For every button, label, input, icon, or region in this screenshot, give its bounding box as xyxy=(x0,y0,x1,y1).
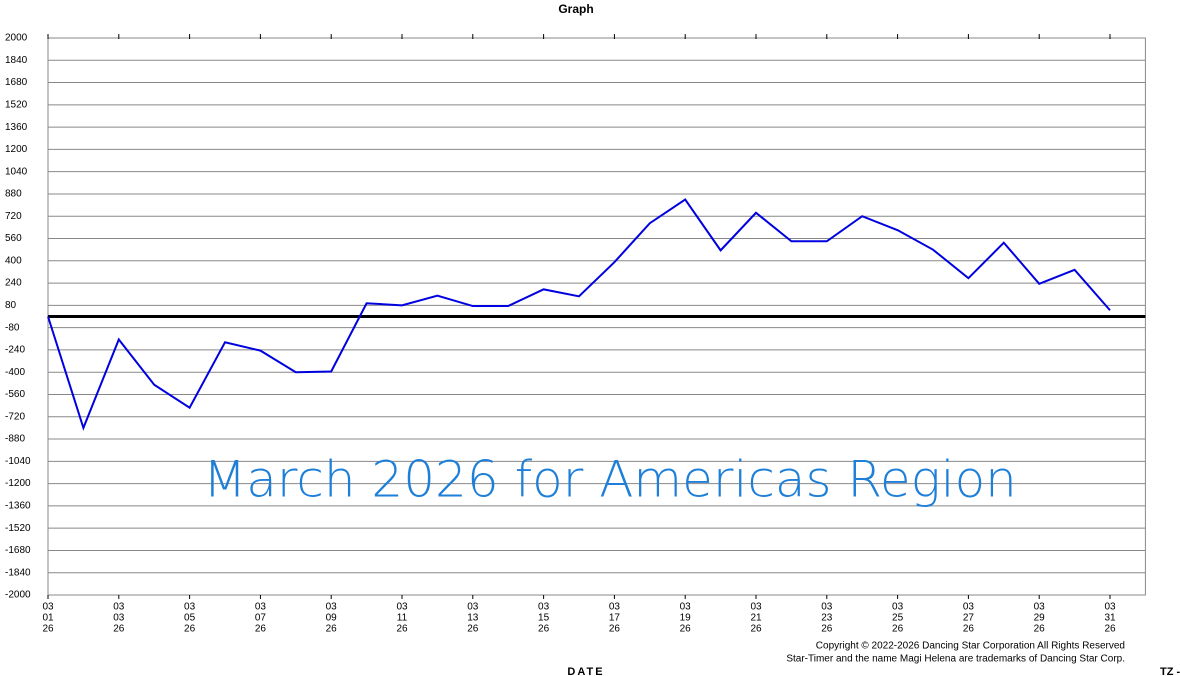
x-tick-label: 03 xyxy=(1104,602,1116,613)
x-tick-label: 03 xyxy=(113,613,125,624)
data-line xyxy=(47,198,1111,431)
y-tick-label: -1360 xyxy=(5,501,31,512)
y-tick-label: -1680 xyxy=(5,545,31,556)
x-tick-label: 03 xyxy=(680,602,692,613)
y-tick-label: -1200 xyxy=(5,478,31,489)
y-tick-label: 560 xyxy=(5,233,22,244)
y-tick-label: -880 xyxy=(5,434,25,445)
x-tick-label: 03 xyxy=(821,602,833,613)
x-tick-label: 27 xyxy=(963,613,975,624)
y-tick-label: -240 xyxy=(5,345,25,356)
y-tick-label: 1360 xyxy=(5,122,28,133)
y-tick-label: 720 xyxy=(5,211,22,222)
x-tick-label: 25 xyxy=(892,613,904,624)
x-tick-label: 26 xyxy=(1034,624,1046,635)
x-tick-label: 03 xyxy=(42,602,54,613)
x-tick-label: 03 xyxy=(113,602,125,613)
x-tick-label: 26 xyxy=(821,624,833,635)
x-tick-label: 07 xyxy=(255,613,267,624)
x-tick-label: 03 xyxy=(467,602,479,613)
x-tick-label: 03 xyxy=(963,602,975,613)
x-tick-label: 26 xyxy=(892,624,904,635)
trademark: Star-Timer and the name Magi Helena are … xyxy=(786,654,1125,665)
y-tick-label: -1040 xyxy=(5,456,31,467)
tz-label: TZ - xyxy=(1160,666,1180,676)
y-tick-label: -400 xyxy=(5,367,25,378)
x-tick-label: 26 xyxy=(963,624,975,635)
y-tick-label: 1680 xyxy=(5,77,28,88)
x-tick-label: 09 xyxy=(326,613,338,624)
x-tick-label: 13 xyxy=(467,613,479,624)
x-tick-label: 03 xyxy=(396,602,408,613)
x-tick-label: 23 xyxy=(821,613,833,624)
x-tick-label: 26 xyxy=(750,624,762,635)
x-axis-label: DATE xyxy=(567,666,604,676)
x-tick-label: 26 xyxy=(467,624,479,635)
x-tick-label: 26 xyxy=(113,624,125,635)
y-tick-label: 400 xyxy=(5,255,22,266)
x-tick-label: 03 xyxy=(750,602,762,613)
x-tick-label: 29 xyxy=(1034,613,1046,624)
annotation: March 2026 for Americas Region xyxy=(203,451,1017,509)
x-tick-label: 05 xyxy=(184,613,196,624)
x-tick-label: 26 xyxy=(326,624,338,635)
x-tick-label: 26 xyxy=(184,624,196,635)
y-tick-label: 1840 xyxy=(5,55,28,66)
x-tick-label: 26 xyxy=(255,624,267,635)
y-tick-label: -1840 xyxy=(5,567,31,578)
x-tick-label: 03 xyxy=(326,602,338,613)
x-tick-label: 26 xyxy=(538,624,550,635)
x-tick-label: 26 xyxy=(680,624,692,635)
y-tick-label: -560 xyxy=(5,389,25,400)
y-tick-label: 80 xyxy=(5,300,17,311)
y-tick-label: 240 xyxy=(5,278,22,289)
y-tick-label: 1200 xyxy=(5,144,28,155)
x-tick-label: 11 xyxy=(397,613,408,624)
y-tick-label: 1040 xyxy=(5,166,28,177)
x-tick-label: 19 xyxy=(680,613,692,624)
x-tick-label: 21 xyxy=(750,613,762,624)
y-tick-label: 880 xyxy=(5,189,22,200)
x-tick-label: 26 xyxy=(1104,624,1116,635)
x-tick-label: 03 xyxy=(538,602,550,613)
x-tick-label: 15 xyxy=(538,613,550,624)
y-tick-label: -720 xyxy=(5,411,25,422)
x-tick-label: 03 xyxy=(184,602,196,613)
x-tick-label: 03 xyxy=(1034,602,1046,613)
y-tick-label: 1520 xyxy=(5,99,28,110)
x-tick-label: 26 xyxy=(396,624,408,635)
x-tick-label: 03 xyxy=(609,602,621,613)
x-tick-label: 03 xyxy=(892,602,904,613)
y-tick-label: -80 xyxy=(5,322,20,333)
x-tick-label: 01 xyxy=(42,613,54,624)
y-tick-label: -1520 xyxy=(5,523,31,534)
copyright: Copyright © 2022-2026 Dancing Star Corpo… xyxy=(816,641,1125,652)
x-tick-label: 03 xyxy=(255,602,267,613)
x-tick-label: 17 xyxy=(609,613,621,624)
y-tick-label: 2000 xyxy=(5,33,28,44)
y-tick-label: -2000 xyxy=(5,590,31,601)
x-tick-label: 26 xyxy=(42,624,54,635)
x-tick-label: 31 xyxy=(1104,613,1116,624)
x-tick-label: 26 xyxy=(609,624,621,635)
chart-title: Graph xyxy=(558,2,593,16)
